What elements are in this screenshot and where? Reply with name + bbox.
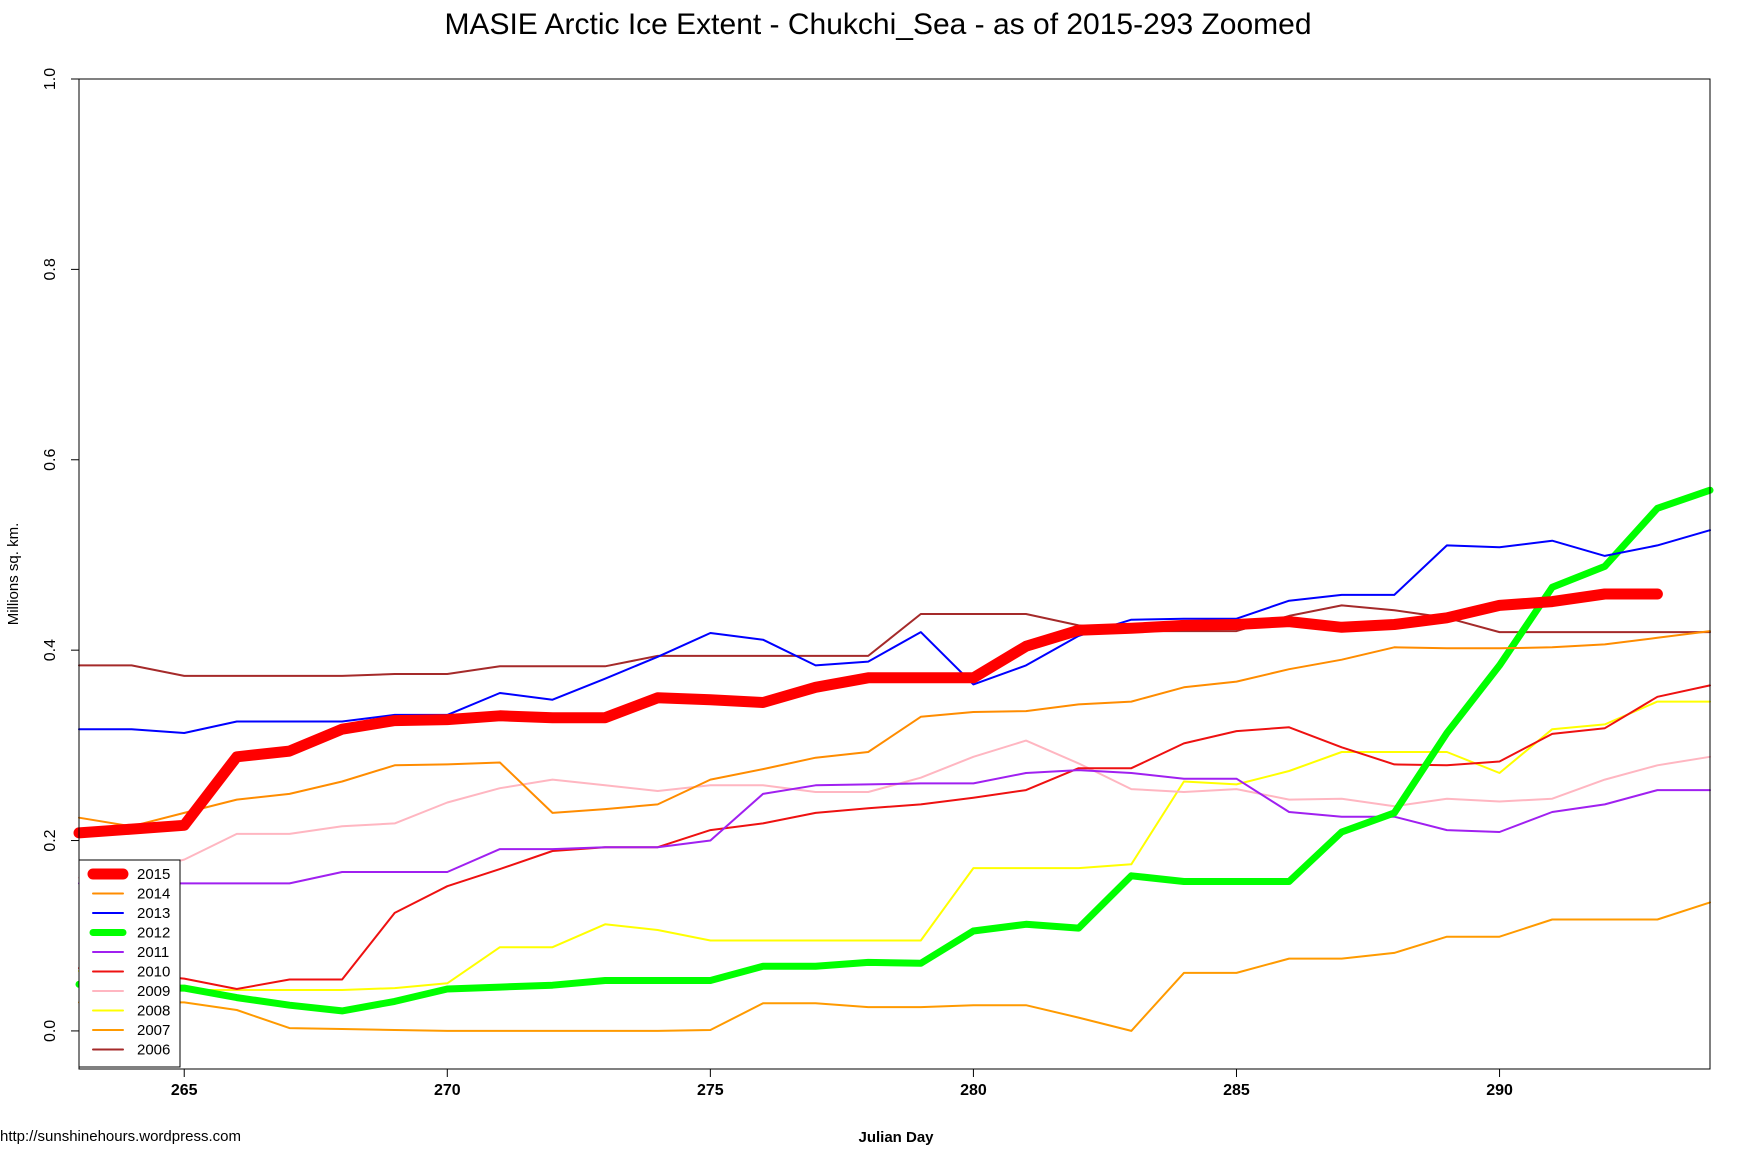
x-tick-label-3: 280: [960, 1082, 987, 1099]
y-tick-label-4: 0.8: [42, 258, 59, 280]
y-tick-label-3: 0.6: [42, 449, 59, 471]
legend-label-2011: 2011: [137, 944, 169, 961]
legend-label-2009: 2009: [137, 983, 170, 1000]
footer-url: http://sunshinehours.wordpress.com: [0, 1128, 241, 1145]
chart-title: MASIE Arctic Ice Extent - Chukchi_Sea - …: [444, 8, 1311, 41]
series-line-2014: [78, 630, 1711, 828]
series-line-2012: [75, 486, 1714, 1015]
y-axis-label: Millions sq. km.: [5, 523, 22, 626]
x-tick-label-0: 265: [171, 1082, 198, 1099]
x-axis-label: Julian Day: [858, 1129, 934, 1146]
x-tick-label-2: 275: [697, 1082, 724, 1099]
y-tick-label-2: 0.4: [42, 639, 59, 661]
legend-label-2006: 2006: [137, 1042, 170, 1059]
legend-label-2015: 2015: [137, 866, 170, 883]
series-line-2013: [78, 529, 1711, 734]
legend: 2015 2014 2013 2012 2011 2010 2009 2008 2007 2006: [78, 859, 181, 1068]
series-line-2015: [73, 588, 1663, 839]
y-tick-label-5: 1.0: [42, 68, 59, 90]
legend-label-2014: 2014: [137, 886, 170, 903]
legend-label-2013: 2013: [137, 905, 170, 922]
legend-label-2007: 2007: [137, 1022, 170, 1039]
x-tick-label-4: 285: [1223, 1082, 1250, 1099]
legend-label-2012: 2012: [137, 925, 170, 942]
legend-label-2008: 2008: [137, 1003, 170, 1020]
series-line-2010: [78, 684, 1711, 990]
x-tick-label-1: 270: [434, 1082, 461, 1099]
series-layer: [73, 486, 1714, 1032]
series-line-2011: [78, 769, 1711, 885]
series-line-2007: [78, 901, 1711, 1032]
y-tick-label-1: 0.2: [42, 829, 59, 851]
x-tick-label-5: 290: [1486, 1082, 1513, 1099]
legend-label-2010: 2010: [137, 964, 170, 981]
y-tick-label-0: 0.0: [42, 1020, 59, 1042]
